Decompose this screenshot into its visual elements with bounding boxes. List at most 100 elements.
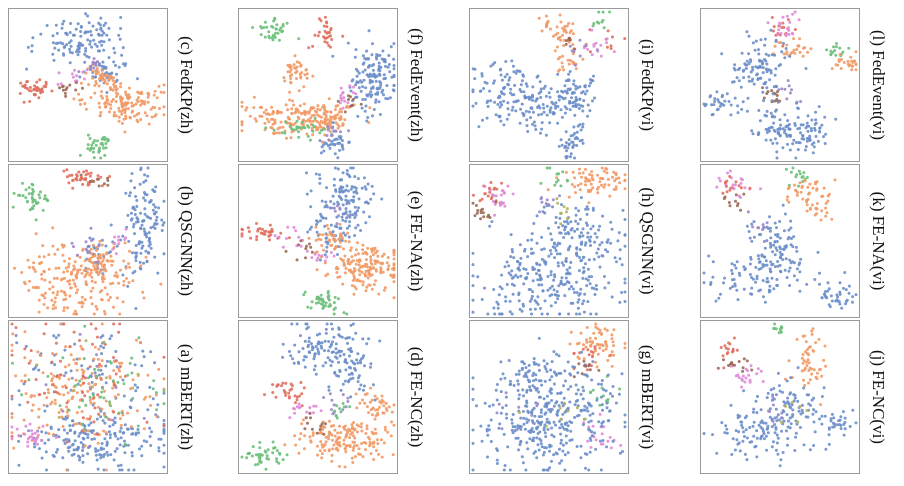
scatter-point-orange [324,113,328,117]
scatter-point-orange [854,63,858,67]
scatter-point-orange [327,97,331,101]
scatter-point-blue [520,455,524,459]
scatter-point-orange [373,394,377,398]
scatter-point-orange [146,91,150,95]
scatter-point-blue [512,256,516,260]
scatter-point-orange [289,65,293,69]
scatter-point-orange [77,301,81,305]
scatter-point-orange [299,76,303,80]
scatter-point-pink [787,32,791,36]
scatter-point-brown [350,103,354,107]
scatter-point-green [151,387,155,391]
scatter-plot-a [10,322,166,472]
scatter-point-blue [364,187,368,191]
scatter-point-blue [578,97,582,101]
scatter-point-purple [327,138,331,142]
scatter-point-blue [511,64,515,68]
scatter-point-orange [290,107,294,111]
scatter-point-orange [262,111,266,114]
scatter-point-blue [536,278,540,282]
scatter-point-blue [555,244,559,247]
scatter-point-red [29,349,33,353]
scatter-point-blue [338,354,342,358]
scatter-point-blue [578,123,582,127]
scatter-point-blue [549,87,553,91]
scatter-point-orange [92,264,96,268]
scatter-point-orange [368,442,372,446]
scatter-point-blue [386,65,390,69]
scatter-point-blue [157,449,161,453]
scatter-point-orange [68,294,72,298]
scatter-point-blue [72,448,76,452]
scatter-point-orange [109,74,113,78]
scatter-point-blue [747,34,751,38]
scatter-point-green [548,166,552,170]
scatter-point-blue [119,436,123,440]
scatter-point-orange [352,267,356,270]
scatter-point-blue [580,91,584,95]
scatter-point-blue [139,227,143,231]
scatter-point-pink [608,435,612,439]
scatter-point-blue [793,124,797,127]
scatter-point-green [35,202,39,205]
scatter-point-orange [53,398,57,402]
scatter-point-orange [380,254,384,258]
scatter-point-blue [87,21,91,25]
scatter-point-orange [333,428,337,432]
scatter-point-orange [84,71,88,75]
scatter-point-blue [77,454,80,458]
scatter-point-green [265,25,269,29]
scatter-point-pink [114,252,118,256]
scatter-point-orange [73,260,77,264]
scatter-point-orange [320,456,324,460]
scatter-point-blue [109,453,113,457]
scatter-point-red [68,174,72,177]
scatter-point-blue [508,91,512,95]
scatter-point-orange [353,436,357,440]
scatter-point-orange [329,233,333,236]
scatter-point-blue [99,16,103,20]
scatter-point-orange [318,233,322,236]
scatter-point-orange [592,331,596,335]
scatter-point-green [313,116,317,120]
scatter-point-green [271,440,275,444]
scatter-point-red [782,26,786,29]
scatter-point-blue [561,443,565,447]
scatter-point-blue [587,468,591,472]
scatter-point-green [348,405,352,409]
scatter-point-blue [540,420,544,424]
scatter-point-purple [551,198,555,202]
scatter-point-blue [532,436,536,440]
scatter-point-blue [140,444,144,448]
scatter-point-blue [363,109,367,113]
scatter-point-blue [109,223,113,227]
scatter-point-blue [567,312,571,316]
scatter-point-blue [505,117,509,121]
scatter-point-orange [567,40,571,44]
scatter-point-blue [510,428,514,432]
scatter-point-orange [107,298,111,302]
scatter-point-blue [368,72,372,76]
scatter-point-blue [804,67,808,70]
scatter-point-orange [571,170,575,174]
scatter-point-blue [345,184,349,188]
scatter-point-purple [88,444,92,448]
scatter-point-blue [135,220,138,224]
scatter-point-orange [51,244,55,248]
scatter-point-red [287,395,291,399]
scatter-point-red [261,227,264,231]
scatter-point-orange [61,425,65,428]
scatter-point-blue [149,246,153,250]
scatter-point-blue [329,322,333,326]
scatter-point-blue [578,256,581,259]
scatter-point-blue [583,452,587,456]
scatter-point-blue [71,419,74,423]
scatter-point-red [295,395,299,399]
scatter-point-blue [326,356,330,360]
scatter-point-blue [93,42,97,46]
scatter-point-orange [377,452,381,456]
scatter-point-blue [586,278,590,282]
scatter-point-orange [74,378,78,382]
scatter-point-blue [378,80,382,84]
scatter-point-blue [540,127,544,131]
